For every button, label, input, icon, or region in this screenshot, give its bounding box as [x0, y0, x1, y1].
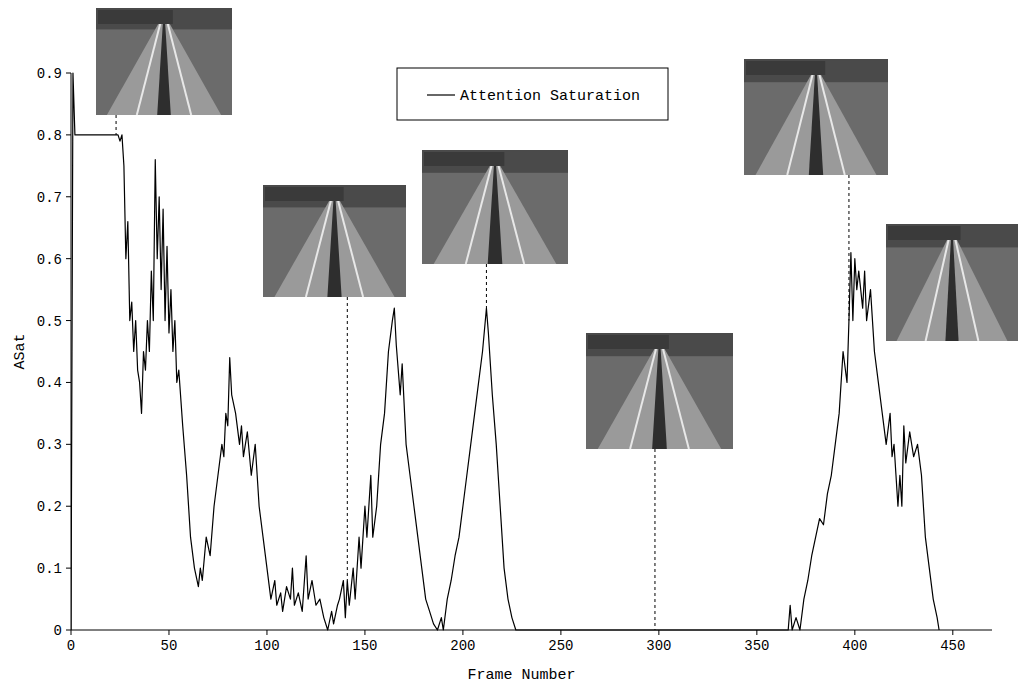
thumb-lane	[955, 238, 978, 341]
thumb-bg	[744, 59, 888, 175]
thumb-bg	[422, 150, 568, 264]
thumb-road	[107, 21, 221, 115]
legend-swatch	[427, 94, 455, 95]
y-tick-label: 0.4	[37, 375, 62, 391]
y-tick-label: 0.8	[37, 128, 62, 144]
x-tick-label: 300	[646, 638, 671, 654]
thumb-road	[434, 164, 557, 264]
thumb-median	[488, 164, 503, 264]
x-tick-label: 100	[254, 638, 279, 654]
thumb-caption-bg	[424, 152, 504, 166]
thumb-lane	[137, 21, 161, 115]
thumb-median	[327, 198, 341, 297]
x-axis-title: Frame Number	[467, 667, 575, 684]
thumb-caption-bg	[888, 226, 961, 240]
y-tick	[66, 444, 71, 445]
thumbnail	[96, 8, 232, 115]
snapshot-line	[116, 115, 117, 135]
x-tick-label: 0	[67, 638, 75, 654]
snapshot-line	[848, 175, 849, 321]
y-tick-label: 0.3	[37, 437, 62, 453]
x-tick	[364, 630, 365, 635]
y-tick	[66, 630, 71, 631]
thumb-lane	[306, 198, 332, 297]
thumb-caption-bg	[98, 10, 173, 24]
thumb-caption-bg	[588, 335, 669, 349]
x-tick-label: 450	[940, 638, 965, 654]
x-tick	[560, 630, 561, 635]
thumb-median	[945, 238, 958, 341]
thumb-lane	[466, 164, 492, 264]
thumb-median	[157, 21, 171, 115]
x-tick-label: 200	[450, 638, 475, 654]
legend-box	[397, 68, 668, 120]
y-tick-label: 0.1	[37, 561, 62, 577]
x-tick	[168, 630, 169, 635]
x-tick-label: 350	[744, 638, 769, 654]
thumb-caption-bg	[265, 187, 344, 201]
thumb-bg	[886, 224, 1018, 341]
thumb-lane	[926, 238, 949, 341]
snapshot-line	[654, 449, 655, 630]
legend: Attention Saturation	[397, 68, 668, 120]
x-tick	[658, 630, 659, 635]
thumb-road	[897, 238, 1008, 341]
y-tick	[66, 320, 71, 321]
thumbnail	[263, 185, 406, 297]
thumb-lane	[338, 198, 364, 297]
thumb-bg	[263, 185, 406, 297]
y-tick	[66, 382, 71, 383]
x-tick	[266, 630, 267, 635]
y-tick-label: 0.5	[37, 314, 62, 330]
thumbnail	[744, 59, 888, 175]
thumb-median	[652, 347, 667, 449]
snapshot-line	[486, 264, 487, 308]
thumb-bg	[586, 333, 733, 449]
y-tick	[66, 134, 71, 135]
y-tick	[66, 506, 71, 507]
legend-label: Attention Saturation	[460, 88, 640, 105]
plot-area	[71, 73, 939, 630]
y-tick	[66, 568, 71, 569]
thumb-lane	[167, 21, 191, 115]
y-tick	[66, 196, 71, 197]
thumb-road	[756, 73, 877, 175]
x-tick-label: 150	[352, 638, 377, 654]
y-axis-title: ASat	[12, 333, 29, 369]
y-tick	[66, 258, 71, 259]
thumbnail	[886, 224, 1018, 341]
x-tick-label: 400	[842, 638, 867, 654]
x-tick	[952, 630, 953, 635]
y-tick-label: 0.2	[37, 499, 62, 515]
x-tick	[756, 630, 757, 635]
y-tick-label: 0.7	[37, 190, 62, 206]
x-tick-label: 50	[161, 638, 178, 654]
thumb-caption-bg	[746, 61, 825, 75]
y-tick	[66, 73, 71, 74]
x-tick	[854, 630, 855, 635]
thumb-median	[809, 73, 823, 175]
thumb-bg	[96, 8, 232, 115]
thumb-lane	[787, 73, 813, 175]
series-line	[71, 73, 939, 630]
x-tick-label: 250	[548, 638, 573, 654]
chart: 0 50 100 150 200 250 300 350 400 450 0 0.1 0.2 0.3 0.4…	[0, 0, 1022, 685]
thumbnail	[422, 150, 568, 264]
thumbnail	[586, 333, 733, 449]
thumb-lane	[630, 347, 656, 449]
y-tick-label: 0.9	[37, 66, 62, 82]
thumb-lane	[663, 347, 689, 449]
x-tick	[71, 630, 72, 635]
thumb-road	[274, 198, 394, 297]
y-tick-label: 0	[54, 623, 62, 639]
x-tick	[462, 630, 463, 635]
thumb-lane	[819, 73, 845, 175]
thumb-road	[598, 347, 721, 449]
y-tick-label: 0.6	[37, 252, 62, 268]
snapshot-line	[347, 297, 348, 580]
thumb-lane	[498, 164, 524, 264]
